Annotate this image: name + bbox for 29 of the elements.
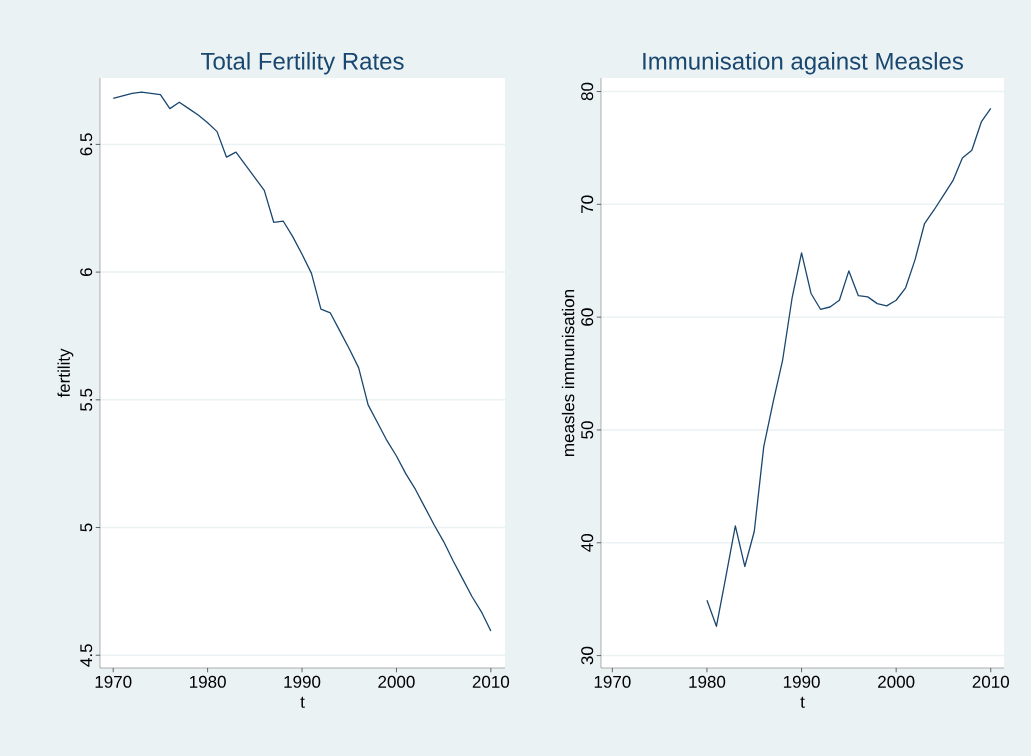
y-tick-label: 6 (80, 268, 93, 276)
y-tick-label: 5 (80, 523, 93, 532)
x-tick-label: 2010 (972, 675, 1010, 688)
x-tick-label: 2000 (378, 675, 415, 688)
x-tick-label: 1970 (594, 675, 631, 688)
x-tick-label: 2010 (472, 675, 510, 688)
y-tick-label: 60 (581, 308, 594, 326)
y-axis-title: fertility (57, 348, 74, 398)
x-tick-label: 1980 (190, 675, 226, 688)
y-tick-label: 40 (581, 533, 594, 552)
x-axis-title: t (800, 696, 805, 708)
y-tick-label: 5.5 (80, 388, 93, 411)
y-tick-label: 50 (581, 421, 594, 439)
y-tick-label: 80 (581, 82, 594, 101)
x-tick-label: 1980 (689, 675, 726, 688)
y-tick-label: 4.5 (80, 644, 93, 667)
x-axis-title: t (300, 696, 305, 708)
x-tick-label: 1970 (95, 675, 132, 688)
chart-title: Total Fertility Rates (201, 52, 404, 75)
y-tick-label: 70 (581, 195, 594, 213)
x-tick-label: 2000 (878, 675, 915, 688)
y-tick-label: 30 (581, 646, 594, 665)
x-tick-label: 1990 (284, 675, 321, 688)
chart-title: Immunisation against Measles (643, 52, 963, 75)
line-series (706, 107, 992, 627)
y-axis-title: measles immunisation (561, 290, 575, 456)
line-series (112, 91, 492, 632)
x-tick-label: 1990 (783, 675, 820, 688)
y-tick-label: 6.5 (80, 133, 93, 156)
